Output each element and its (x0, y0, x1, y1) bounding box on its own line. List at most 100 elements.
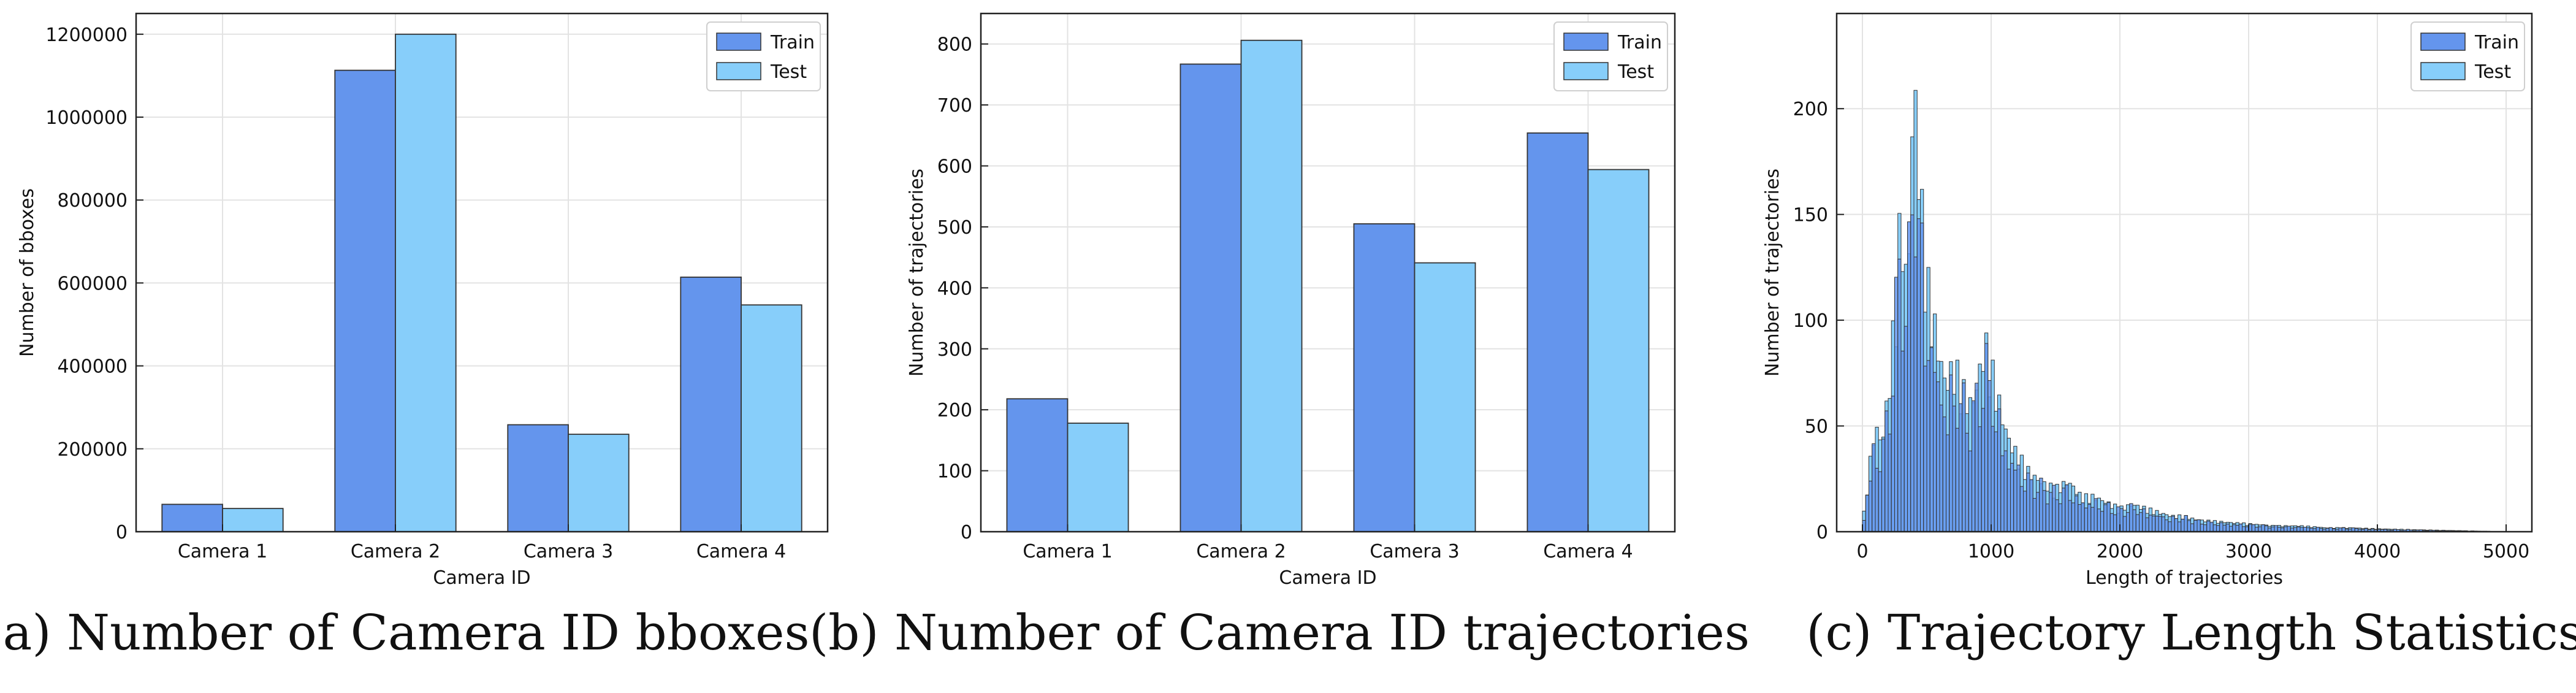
y-tick-label: 200 (1793, 99, 1828, 120)
y-tick-label: 1200000 (45, 25, 128, 46)
bar-train-camera-3 (1353, 223, 1416, 532)
x-tick-label: 0 (1856, 541, 1868, 562)
hist-bin-train (2058, 503, 2062, 532)
hist-bin-train (1981, 408, 1985, 532)
y-tick-label: 0 (961, 522, 972, 543)
hist-bin-train (2000, 455, 2005, 532)
hist-bin-train (1920, 223, 1924, 532)
caption-b: (b) Number of Camera ID trajectories (809, 604, 1750, 661)
hist-bin-train (1891, 396, 1895, 532)
hist-bin-train (2090, 507, 2095, 532)
bar-train-camera-2 (1179, 63, 1242, 532)
hist-bin-train (2178, 521, 2182, 532)
hist-bin-train (2087, 504, 2092, 532)
hist-bin-train (1869, 480, 1873, 532)
hist-bin-train (2042, 490, 2046, 532)
hist-bin-train (2068, 500, 2072, 532)
legend-swatch-test (1563, 62, 1609, 80)
chart-a: 0 200000 400000 600000 800000 1000000 1200000 N… (17, 12, 829, 589)
hist-bin-train (1987, 380, 1992, 532)
hist-bin-train (2003, 450, 2008, 532)
hist-bin-train (2006, 469, 2011, 532)
y-tick-label: 500 (937, 217, 972, 239)
chart-b: 0 100 200 300 400 500 600 700 800 Number of traje… (906, 12, 1676, 589)
hist-bin-train (2045, 503, 2049, 532)
y-tick-label: 400 (937, 278, 972, 299)
y-tick-label: 800 (937, 34, 972, 56)
hist-bin-train (1865, 494, 1869, 532)
bar-test-camera-2 (1240, 39, 1303, 532)
x-tick-label: Camera 1 (1023, 541, 1112, 562)
hist-bin-train (2197, 519, 2201, 532)
hist-bin-train (1897, 258, 1902, 532)
hist-bin-train (2078, 504, 2082, 532)
y-tick-label: 1000000 (45, 107, 128, 129)
hist-bin-train (1975, 383, 1979, 532)
hist-bin-train (2097, 508, 2101, 532)
hist-bin-train (2094, 498, 2098, 532)
legend-swatch-train (716, 33, 761, 51)
legend-label-test: Test (770, 61, 807, 83)
hist-bin-train (1878, 471, 1882, 532)
x-tick-label: Camera 3 (524, 541, 613, 562)
hist-bin-train (2152, 515, 2156, 532)
chart-c: 0 50 100 150 200 Number of trajectories 0 1000 2… (1762, 12, 2533, 589)
hist-bin-train (2135, 514, 2140, 532)
hist-bin-train (2142, 508, 2146, 532)
hist-bin-train (2113, 514, 2117, 532)
hist-bin-train (2032, 498, 2037, 532)
hist-bin-train (1952, 405, 1956, 532)
hist-bin-train (2225, 523, 2230, 532)
y-tick-label: 400000 (57, 356, 128, 378)
y-tick-label: 100 (1793, 310, 1828, 332)
y-tick-label: 150 (1793, 205, 1828, 226)
hist-bin-train (1916, 218, 1921, 532)
y-tick-label: 700 (937, 95, 972, 117)
hist-bin-train (1929, 347, 1934, 532)
legend-label-train: Train (2474, 32, 2519, 53)
hist-bin-train (2161, 516, 2165, 532)
y-tick-label: 600000 (57, 273, 128, 294)
hist-bin-train (2212, 524, 2217, 532)
y-tick-label: 200 (937, 400, 972, 421)
bar-train-camera-3 (507, 424, 569, 532)
hist-bin-train (2122, 516, 2127, 532)
x-tick-label: 3000 (2225, 541, 2272, 562)
x-axis-label: Camera ID (1279, 567, 1376, 589)
bar-train-camera-4 (680, 277, 742, 532)
y-tick-label: 0 (116, 522, 128, 543)
hist-bin-train (1978, 426, 1982, 532)
caption-c: (c) Trajectory Length Statistics (1806, 604, 2576, 661)
legend-swatch-train (2420, 33, 2466, 51)
hist-bin-train (2238, 523, 2243, 532)
hist-bin-train (2261, 524, 2265, 532)
bar-train-camera-4 (1526, 132, 1589, 532)
y-axis-label: Number of bboxes (17, 188, 38, 357)
hist-bin-train (1946, 434, 1950, 532)
hist-bin-train (1939, 404, 1943, 532)
bar-test-camera-4 (1587, 169, 1650, 532)
bar-test-camera-3 (1414, 262, 1476, 532)
hist-bin-train (2016, 464, 2021, 532)
legend-label-test: Test (2474, 61, 2511, 83)
hist-bin-train (2229, 526, 2233, 532)
hist-bin-train (2049, 492, 2053, 532)
hist-bin-train (2274, 525, 2278, 532)
x-tick-label: Camera 4 (696, 541, 786, 562)
hist-bin-train (1910, 214, 1915, 532)
hist-bin-train (1955, 427, 1959, 532)
bar-test-camera-4 (741, 304, 802, 532)
x-tick-label: 4000 (2354, 541, 2401, 562)
hist-bin-train (1972, 400, 1976, 532)
hist-bin-train (1984, 343, 1989, 532)
hist-bin-train (1949, 374, 1953, 532)
hist-bin-train (1907, 221, 1911, 532)
hist-bin-train (2181, 518, 2185, 532)
hist-bin-train (1926, 360, 1930, 532)
hist-bin-train (2075, 496, 2079, 532)
x-axis-label: Length of trajectories (2086, 567, 2283, 589)
hist-bin-train (2235, 524, 2239, 532)
hist-bin-train (1997, 408, 2002, 532)
bar-train-camera-2 (334, 69, 396, 532)
